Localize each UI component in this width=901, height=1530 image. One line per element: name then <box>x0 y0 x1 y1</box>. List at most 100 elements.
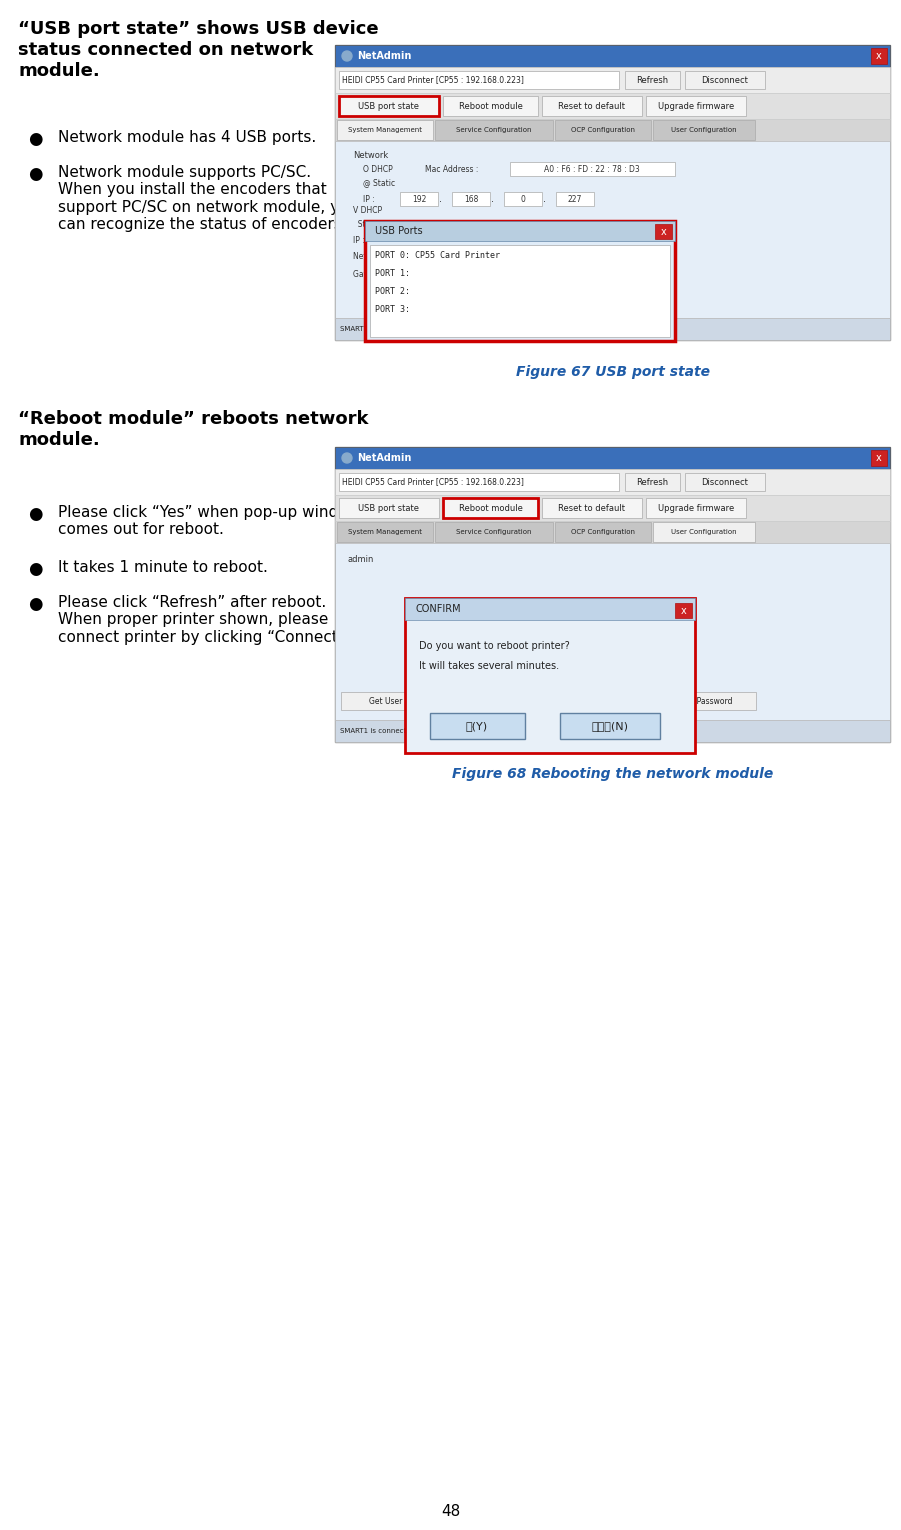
Bar <box>335 447 890 470</box>
Bar <box>390 233 428 246</box>
Text: NetAdmin: NetAdmin <box>357 453 412 464</box>
Text: 아니요(N): 아니요(N) <box>591 721 629 731</box>
Bar <box>494 233 532 246</box>
Text: V DHCP: V DHCP <box>353 205 382 214</box>
Bar <box>555 522 651 542</box>
Text: .: . <box>505 269 508 278</box>
Text: PORT 0: CP55 Card Printer: PORT 0: CP55 Card Printer <box>375 251 500 260</box>
Text: ●: ● <box>28 505 42 523</box>
Text: 223: 223 <box>558 236 572 245</box>
Text: PORT 2:: PORT 2: <box>375 286 410 295</box>
Text: 192: 192 <box>402 236 416 245</box>
Bar <box>341 692 431 710</box>
Text: x: x <box>876 50 882 61</box>
Text: OCP Configuration: OCP Configuration <box>571 127 635 133</box>
Text: HEIDI CP55 Card Printer [CP55 : 192.168.0.223]: HEIDI CP55 Card Printer [CP55 : 192.168.… <box>342 477 523 487</box>
Bar <box>430 713 525 739</box>
Bar <box>560 713 660 739</box>
Bar <box>335 721 890 742</box>
Text: 255: 255 <box>504 251 518 260</box>
Bar <box>335 44 890 340</box>
Text: CONFIRM: CONFIRM <box>415 604 460 614</box>
Text: .: . <box>532 236 535 245</box>
Text: It takes 1 minute to reboot.: It takes 1 minute to reboot. <box>58 560 268 575</box>
Text: Disconnect: Disconnect <box>702 477 749 487</box>
Bar <box>655 223 672 239</box>
Text: Get User: Get User <box>369 696 403 705</box>
Text: x: x <box>876 453 882 464</box>
Bar <box>335 318 890 340</box>
Bar <box>646 497 746 519</box>
Text: .: . <box>543 194 547 203</box>
Text: O DHCP: O DHCP <box>363 165 393 173</box>
Bar <box>504 191 542 207</box>
Text: admin: admin <box>347 554 373 563</box>
Text: It will takes several minutes.: It will takes several minutes. <box>419 661 560 672</box>
Text: SMART1 is connected { OS: smartnet2-os-1.5.307.bin  FS: smartnet2-fs-1.7.355.bin: SMART1 is connected { OS: smartnet2-os-1… <box>340 326 639 332</box>
Bar <box>335 44 890 67</box>
Text: 227: 227 <box>568 194 582 203</box>
Text: .: . <box>492 194 495 203</box>
Text: 0: 0 <box>521 194 525 203</box>
Text: Reboot module: Reboot module <box>459 101 523 110</box>
Text: “Reboot module” reboots network
module.: “Reboot module” reboots network module. <box>18 410 369 448</box>
Bar <box>335 447 890 742</box>
Bar <box>400 191 438 207</box>
Text: SMART1 is connected { OS: smartnet2-os-1.5.307.bin  FS: smartnet2-fs-1.7.355.bin: SMART1 is connected { OS: smartnet2-os-1… <box>340 728 639 734</box>
Text: PORT 3:: PORT 3: <box>375 304 410 314</box>
Text: .: . <box>454 269 456 278</box>
Text: Del User: Del User <box>569 696 602 705</box>
Text: Upgrade firmware: Upgrade firmware <box>658 101 734 110</box>
Bar <box>435 119 552 141</box>
Text: IP :: IP : <box>363 194 375 203</box>
Circle shape <box>342 453 352 464</box>
Text: @ Static: @ Static <box>363 179 396 188</box>
Bar <box>492 249 530 263</box>
Text: 255: 255 <box>556 251 570 260</box>
Text: User Configuration: User Configuration <box>671 127 737 133</box>
Text: ●: ● <box>28 560 42 578</box>
Text: x: x <box>661 226 667 237</box>
Text: 168: 168 <box>478 269 493 278</box>
Bar <box>625 70 680 89</box>
Bar <box>555 119 651 141</box>
Bar <box>335 141 890 318</box>
Text: .: . <box>440 194 442 203</box>
Text: 168: 168 <box>464 194 478 203</box>
Text: Refresh: Refresh <box>636 75 668 84</box>
Text: Service Configuration: Service Configuration <box>456 127 532 133</box>
Text: Service Configuration: Service Configuration <box>456 529 532 536</box>
Bar <box>339 96 439 116</box>
Bar <box>405 598 695 753</box>
Text: 192: 192 <box>412 194 426 203</box>
Bar <box>646 96 746 116</box>
Text: 168: 168 <box>454 236 469 245</box>
Bar <box>441 692 531 710</box>
Bar <box>685 70 765 89</box>
Text: User Configuration: User Configuration <box>671 529 737 536</box>
Text: .: . <box>481 236 483 245</box>
Bar <box>370 245 670 337</box>
Bar <box>335 543 890 721</box>
Text: 1: 1 <box>587 269 592 278</box>
Bar <box>443 497 538 519</box>
Text: 255: 255 <box>451 251 466 260</box>
Text: Refresh: Refresh <box>636 477 668 487</box>
Text: A0 : F6 : FD : 22 : 78 : D3: A0 : F6 : FD : 22 : 78 : D3 <box>544 165 640 173</box>
Text: Change Password: Change Password <box>665 696 733 705</box>
Text: 예(Y): 예(Y) <box>466 721 488 731</box>
Text: Network: Network <box>353 150 388 159</box>
Bar <box>556 191 594 207</box>
Text: Network module supports PC/SC.
When you install the encoders that
support PC/SC : Network module supports PC/SC. When you … <box>58 165 358 233</box>
Bar <box>452 191 490 207</box>
Text: USB port state: USB port state <box>359 101 420 110</box>
Text: System Management: System Management <box>348 529 423 536</box>
Text: Upgrade firmware: Upgrade firmware <box>658 503 734 513</box>
Bar <box>871 47 887 64</box>
Bar <box>365 220 675 341</box>
Bar <box>415 268 453 282</box>
Text: ●: ● <box>28 130 42 148</box>
Bar <box>337 522 433 542</box>
Bar <box>596 249 634 263</box>
Text: HEIDI CP55 Card Printer [CP55 : 192.168.0.223]: HEIDI CP55 Card Printer [CP55 : 192.168.… <box>342 75 523 84</box>
